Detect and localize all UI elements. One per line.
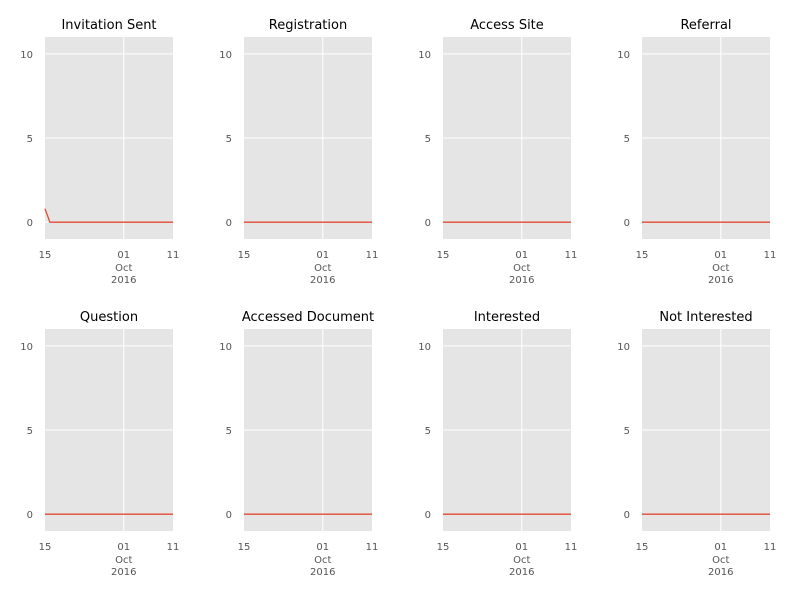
subplot-title: Accessed Document <box>242 310 374 325</box>
x-tick-label: 01 <box>515 542 528 553</box>
x-tick-sublabel: Oct <box>115 555 132 566</box>
x-tick-label: 15 <box>238 542 251 553</box>
y-tick-label: 10 <box>219 50 232 61</box>
x-tick-label: 11 <box>565 250 578 261</box>
x-tick-sublabel: Oct <box>513 555 530 566</box>
y-tick-label: 5 <box>27 134 33 145</box>
x-tick-sublabel: 2016 <box>111 567 136 578</box>
x-tick-label: 01 <box>117 250 130 261</box>
x-tick-label: 11 <box>565 542 578 553</box>
x-tick-label: 11 <box>366 542 379 553</box>
subplot-title: Not Interested <box>659 310 752 325</box>
subplot-title: Registration <box>269 18 347 33</box>
y-tick-label: 0 <box>425 510 431 521</box>
x-tick-sublabel: Oct <box>712 555 729 566</box>
x-tick-label: 15 <box>39 250 52 261</box>
x-tick-label: 11 <box>764 250 777 261</box>
x-tick-sublabel: 2016 <box>111 275 136 286</box>
y-tick-label: 10 <box>617 50 630 61</box>
x-tick-label: 11 <box>167 542 180 553</box>
y-tick-label: 0 <box>27 218 33 229</box>
x-tick-label: 01 <box>316 542 329 553</box>
subplot-title: Interested <box>474 310 540 325</box>
subplot-title: Invitation Sent <box>61 18 156 33</box>
series-line <box>44 208 173 223</box>
y-tick-label: 5 <box>226 426 232 437</box>
subplot-title: Question <box>80 310 138 325</box>
y-tick-label: 5 <box>27 426 33 437</box>
y-tick-label: 0 <box>624 510 630 521</box>
y-tick-label: 10 <box>418 342 431 353</box>
x-tick-sublabel: 2016 <box>708 275 733 286</box>
x-tick-sublabel: 2016 <box>708 567 733 578</box>
x-tick-sublabel: 2016 <box>310 567 335 578</box>
x-tick-label: 11 <box>366 250 379 261</box>
y-tick-label: 0 <box>27 510 33 521</box>
x-tick-sublabel: 2016 <box>509 275 534 286</box>
subplot-title: Referral <box>680 18 731 33</box>
x-tick-label: 15 <box>437 250 450 261</box>
x-tick-label: 15 <box>238 250 251 261</box>
y-tick-label: 10 <box>418 50 431 61</box>
x-tick-sublabel: Oct <box>314 263 331 274</box>
y-tick-label: 0 <box>425 218 431 229</box>
x-tick-sublabel: Oct <box>513 263 530 274</box>
x-tick-label: 01 <box>714 250 727 261</box>
y-tick-label: 5 <box>425 134 431 145</box>
y-tick-label: 10 <box>219 342 232 353</box>
x-tick-label: 15 <box>39 542 52 553</box>
y-tick-label: 5 <box>624 134 630 145</box>
x-tick-label: 11 <box>167 250 180 261</box>
x-tick-label: 01 <box>117 542 130 553</box>
x-tick-sublabel: Oct <box>115 263 132 274</box>
x-tick-label: 15 <box>636 542 649 553</box>
y-tick-label: 10 <box>20 342 33 353</box>
x-tick-label: 01 <box>316 250 329 261</box>
y-tick-label: 5 <box>425 426 431 437</box>
x-tick-sublabel: Oct <box>314 555 331 566</box>
x-tick-label: 11 <box>764 542 777 553</box>
x-tick-label: 01 <box>515 250 528 261</box>
x-tick-label: 15 <box>636 250 649 261</box>
x-tick-label: 15 <box>437 542 450 553</box>
x-tick-sublabel: Oct <box>712 263 729 274</box>
x-tick-label: 01 <box>714 542 727 553</box>
y-tick-label: 0 <box>624 218 630 229</box>
y-tick-label: 5 <box>624 426 630 437</box>
x-tick-sublabel: 2016 <box>509 567 534 578</box>
y-tick-label: 5 <box>226 134 232 145</box>
x-tick-sublabel: 2016 <box>310 275 335 286</box>
y-tick-label: 10 <box>617 342 630 353</box>
y-tick-label: 10 <box>20 50 33 61</box>
y-tick-label: 0 <box>226 218 232 229</box>
subplot-title: Access Site <box>470 18 544 33</box>
y-tick-label: 0 <box>226 510 232 521</box>
